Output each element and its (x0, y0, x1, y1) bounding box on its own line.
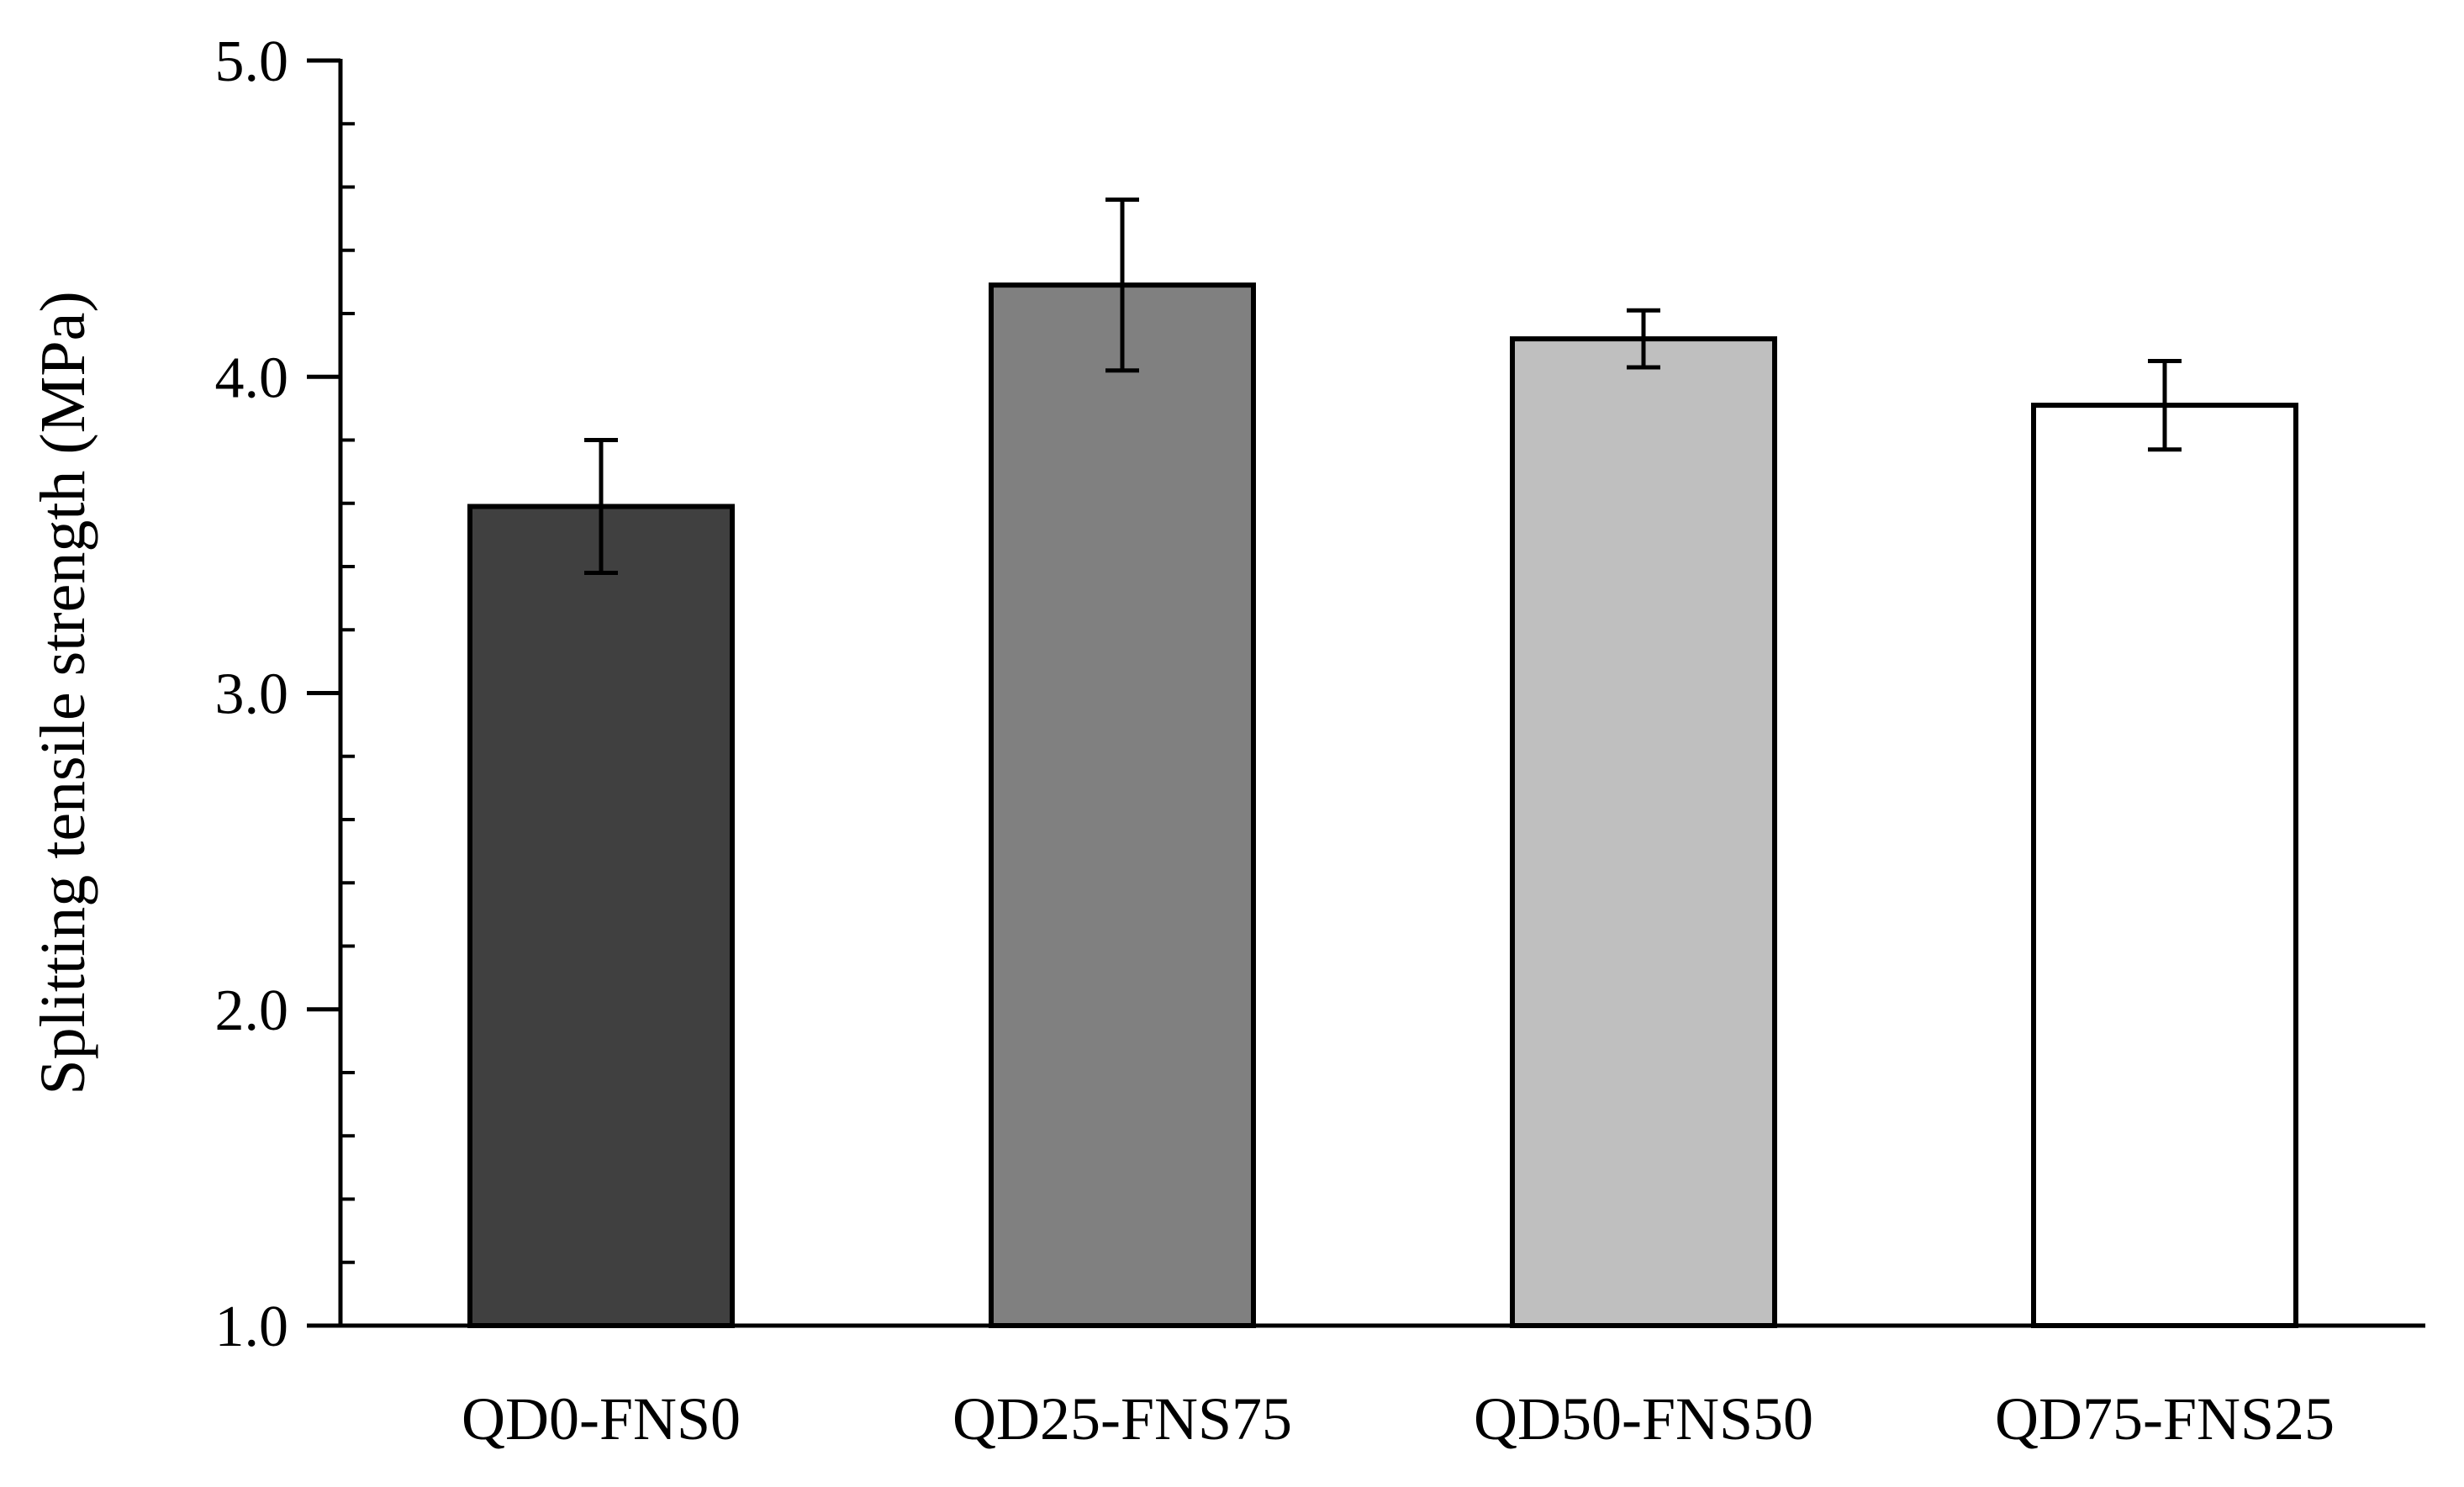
y-ticks-layer (307, 58, 355, 1328)
y-tick-label: 2.0 (215, 978, 289, 1043)
bar-qd75-fns25 (2031, 403, 2298, 1328)
bars-layer (467, 282, 2298, 1329)
bar-qd25-fns75 (989, 282, 1256, 1329)
y-tick-label: 5.0 (215, 29, 289, 94)
bar-qd50-fns50 (1510, 336, 1777, 1329)
bar-qd0-fns0 (467, 504, 735, 1328)
x-category-labels: QD0-FNS0 QD25-FNS75 QD50-FNS50 QD75-FNS25 (462, 1385, 2335, 1453)
y-tick-label: 1.0 (215, 1295, 289, 1359)
y-tick-labels: 1.0 2.0 3.0 4.0 5.0 (215, 29, 289, 1359)
x-category-label: QD25-FNS75 (952, 1385, 1292, 1453)
y-tick-label: 3.0 (215, 662, 289, 727)
x-category-label: QD0-FNS0 (462, 1385, 741, 1453)
x-category-label: QD50-FNS50 (1474, 1385, 1813, 1453)
error-bars-layer (584, 198, 2182, 576)
y-axis-title: Splitting tensile strength (MPa) (28, 291, 98, 1094)
x-category-label: QD75-FNS25 (1995, 1385, 2335, 1453)
y-tick-label: 4.0 (215, 345, 289, 410)
